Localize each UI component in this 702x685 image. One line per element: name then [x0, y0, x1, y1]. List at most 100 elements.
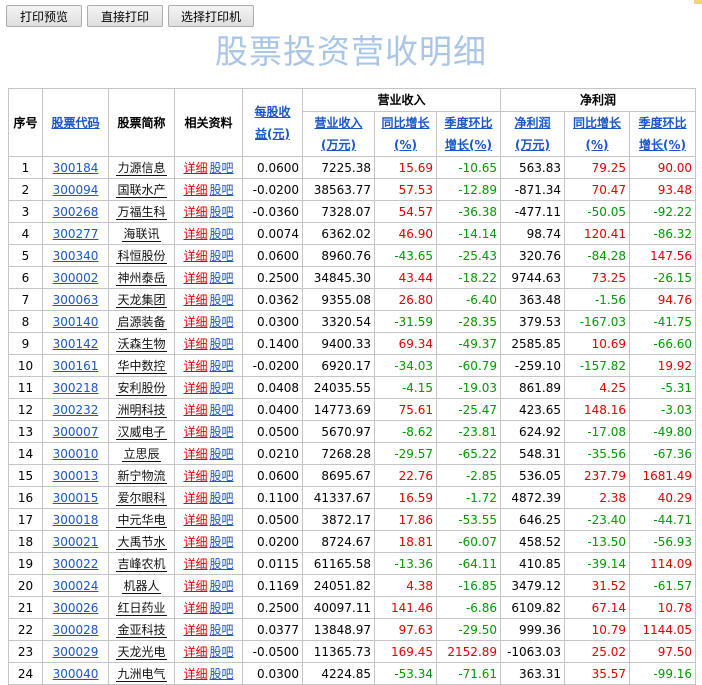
detail-link[interactable]: 详细	[183, 513, 208, 527]
detail-link[interactable]: 详细	[183, 403, 208, 417]
forum-link[interactable]: 股吧	[209, 183, 234, 197]
stock-code-link[interactable]: 300161	[52, 358, 99, 373]
forum-link[interactable]: 股吧	[209, 315, 234, 329]
choose-printer-button[interactable]: 选择打印机	[168, 5, 254, 27]
cell-related[interactable]: 详细 股吧	[174, 266, 243, 289]
cell-code[interactable]: 300040	[42, 662, 109, 685]
forum-link[interactable]: 股吧	[209, 535, 234, 549]
cell-code[interactable]: 300268	[42, 200, 109, 223]
header-revenue[interactable]: 营业收入 (万元)	[302, 111, 375, 157]
cell-related[interactable]: 详细 股吧	[174, 464, 243, 487]
header-revenue-line1[interactable]: 营业收入	[314, 116, 363, 130]
forum-link[interactable]: 股吧	[209, 403, 234, 417]
forum-link[interactable]: 股吧	[209, 205, 234, 219]
detail-link[interactable]: 详细	[183, 425, 208, 439]
forum-link[interactable]: 股吧	[209, 667, 234, 681]
header-rev-yoy[interactable]: 同比增长 (%)	[374, 111, 437, 157]
header-profit-line1[interactable]: 净利润	[514, 116, 551, 130]
detail-link[interactable]: 详细	[183, 447, 208, 461]
cell-related[interactable]: 详细 股吧	[174, 310, 243, 333]
stock-code-link[interactable]: 300026	[52, 600, 99, 615]
stock-code-link[interactable]: 300007	[52, 424, 99, 439]
header-eps-line1[interactable]: 每股收	[254, 104, 291, 119]
stock-code-link[interactable]: 300063	[52, 292, 99, 307]
detail-link[interactable]: 详细	[183, 337, 208, 351]
forum-link[interactable]: 股吧	[209, 447, 234, 461]
header-eps[interactable]: 每股收 益(元)	[242, 88, 303, 157]
header-code[interactable]: 股票代码	[42, 88, 109, 157]
cell-code[interactable]: 300277	[42, 222, 109, 245]
header-profit-yoy[interactable]: 同比增长 (%)	[564, 111, 631, 157]
cell-code[interactable]: 300028	[42, 618, 109, 641]
detail-link[interactable]: 详细	[183, 579, 208, 593]
cell-code[interactable]: 300094	[42, 178, 109, 201]
cell-related[interactable]: 详细 股吧	[174, 662, 243, 685]
print-preview-button[interactable]: 打印预览	[6, 5, 82, 27]
cell-related[interactable]: 详细 股吧	[174, 222, 243, 245]
forum-link[interactable]: 股吧	[209, 425, 234, 439]
header-code-label[interactable]: 股票代码	[51, 115, 100, 130]
cell-related[interactable]: 详细 股吧	[174, 376, 243, 399]
header-rev-qoq-line1[interactable]: 季度环比	[444, 116, 493, 130]
cell-related[interactable]: 详细 股吧	[174, 552, 243, 575]
header-rev-qoq-line2[interactable]: 增长(%)	[445, 138, 493, 152]
forum-link[interactable]: 股吧	[209, 271, 234, 285]
stock-code-link[interactable]: 300028	[52, 622, 99, 637]
forum-link[interactable]: 股吧	[209, 337, 234, 351]
detail-link[interactable]: 详细	[183, 293, 208, 307]
header-rev-yoy-line1[interactable]: 同比增长	[381, 116, 430, 130]
cell-code[interactable]: 300015	[42, 486, 109, 509]
cell-code[interactable]: 300007	[42, 420, 109, 443]
forum-link[interactable]: 股吧	[209, 491, 234, 505]
detail-link[interactable]: 详细	[183, 601, 208, 615]
stock-code-link[interactable]: 300013	[52, 468, 99, 483]
forum-link[interactable]: 股吧	[209, 513, 234, 527]
cell-code[interactable]: 300022	[42, 552, 109, 575]
forum-link[interactable]: 股吧	[209, 249, 234, 263]
detail-link[interactable]: 详细	[183, 623, 208, 637]
detail-link[interactable]: 详细	[183, 535, 208, 549]
stock-code-link[interactable]: 300040	[52, 666, 99, 681]
cell-code[interactable]: 300232	[42, 398, 109, 421]
stock-code-link[interactable]: 300010	[52, 446, 99, 461]
forum-link[interactable]: 股吧	[209, 293, 234, 307]
cell-code[interactable]: 300140	[42, 310, 109, 333]
stock-code-link[interactable]: 300218	[52, 380, 99, 395]
print-direct-button[interactable]: 直接打印	[87, 5, 163, 27]
header-profit-yoy-line1[interactable]: 同比增长	[573, 116, 622, 130]
cell-code[interactable]: 300161	[42, 354, 109, 377]
stock-code-link[interactable]: 300268	[52, 204, 99, 219]
forum-link[interactable]: 股吧	[209, 469, 234, 483]
cell-related[interactable]: 详细 股吧	[174, 486, 243, 509]
detail-link[interactable]: 详细	[183, 667, 208, 681]
stock-code-link[interactable]: 300094	[52, 182, 99, 197]
cell-related[interactable]: 详细 股吧	[174, 618, 243, 641]
detail-link[interactable]: 详细	[183, 161, 208, 175]
stock-code-link[interactable]: 300021	[52, 534, 99, 549]
cell-code[interactable]: 300010	[42, 442, 109, 465]
cell-related[interactable]: 详细 股吧	[174, 156, 243, 179]
header-profit[interactable]: 净利润 (万元)	[500, 111, 566, 157]
detail-link[interactable]: 详细	[183, 491, 208, 505]
cell-related[interactable]: 详细 股吧	[174, 244, 243, 267]
cell-related[interactable]: 详细 股吧	[174, 596, 243, 619]
cell-related[interactable]: 详细 股吧	[174, 420, 243, 443]
stock-code-link[interactable]: 300002	[52, 270, 99, 285]
cell-code[interactable]: 300002	[42, 266, 109, 289]
cell-related[interactable]: 详细 股吧	[174, 398, 243, 421]
header-profit-qoq-line2[interactable]: 增长(%)	[639, 138, 687, 152]
cell-code[interactable]: 300018	[42, 508, 109, 531]
cell-code[interactable]: 300340	[42, 244, 109, 267]
stock-code-link[interactable]: 300232	[52, 402, 99, 417]
forum-link[interactable]: 股吧	[209, 161, 234, 175]
cell-related[interactable]: 详细 股吧	[174, 508, 243, 531]
cell-code[interactable]: 300026	[42, 596, 109, 619]
header-rev-yoy-line2[interactable]: (%)	[394, 138, 417, 152]
cell-code[interactable]: 300063	[42, 288, 109, 311]
cell-code[interactable]: 300142	[42, 332, 109, 355]
header-revenue-line2[interactable]: (万元)	[321, 138, 356, 152]
forum-link[interactable]: 股吧	[209, 227, 234, 241]
stock-code-link[interactable]: 300340	[52, 248, 99, 263]
stock-code-link[interactable]: 300029	[52, 644, 99, 659]
detail-link[interactable]: 详细	[183, 205, 208, 219]
